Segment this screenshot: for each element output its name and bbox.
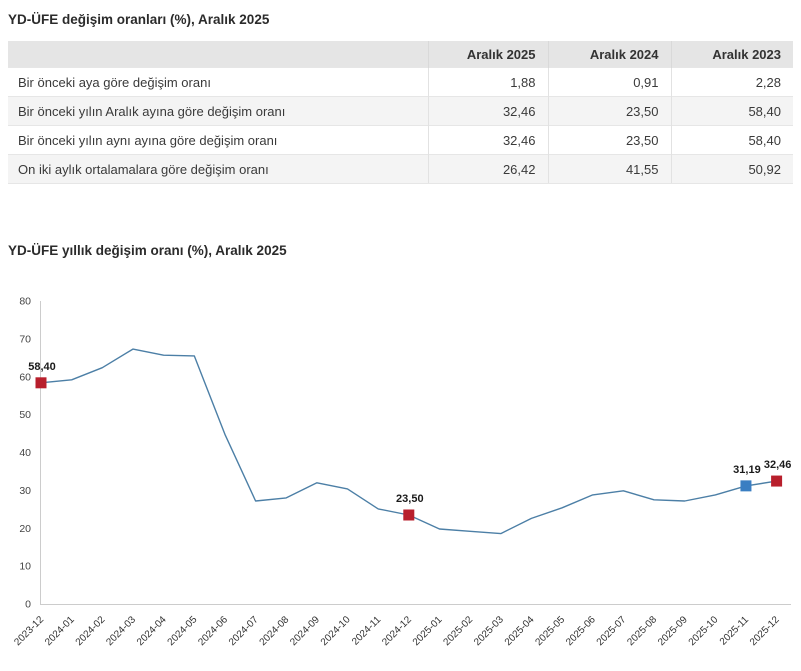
line-chart: 0 10 20 30 40 50 60 70 80 2023-12 2024-01 2024-02 20… [0, 293, 801, 671]
highlight-label: 31,19 [733, 464, 761, 476]
row-label: On iki aylık ortalamalara göre değişim o… [8, 154, 429, 184]
y-axis-label: 30 [19, 485, 31, 497]
x-axis-label: 2024-03 [104, 614, 138, 648]
x-axis-label: 2024-01 [43, 614, 77, 648]
x-axis-label: 2025-11 [718, 614, 752, 648]
summary-table: Aralık 2025 Aralık 2024 Aralık 2023 Bir … [8, 41, 793, 184]
x-axis-label: 2025-05 [533, 614, 567, 648]
y-axis-label: 50 [19, 409, 31, 421]
highlight-marker [771, 475, 783, 487]
x-axis-label: 2024-11 [350, 614, 384, 648]
cell-value: 32,46 [428, 125, 549, 155]
col-header-aralik-2024: Aralık 2024 [548, 41, 672, 68]
highlight-marker [403, 509, 415, 521]
x-axis-label: 2025-12 [748, 614, 782, 648]
cell-value: 41,55 [548, 154, 672, 184]
y-axis-label: 40 [19, 447, 31, 459]
x-axis-label: 2023-12 [12, 614, 46, 648]
x-axis-label: 2024-08 [258, 614, 292, 648]
table-row: Bir önceki yılın Aralık ayına göre değiş… [8, 96, 793, 126]
y-axis-label: 20 [19, 523, 31, 535]
highlight-marker [740, 480, 752, 492]
highlight-label: 32,46 [764, 459, 792, 471]
x-axis-label: 2025-01 [411, 614, 445, 648]
x-axis-label: 2025-08 [625, 614, 659, 648]
x-axis-label: 2024-07 [227, 614, 261, 648]
cell-value: 1,88 [428, 67, 549, 97]
table-corner-cell [8, 41, 429, 68]
x-axis-label: 2024-09 [288, 614, 322, 648]
x-axis-label: 2024-02 [74, 614, 108, 648]
y-axis-label: 70 [19, 333, 31, 345]
cell-value: 26,42 [428, 154, 549, 184]
x-axis-label: 2024-04 [135, 614, 169, 648]
y-axis-label: 10 [19, 561, 31, 573]
row-label: Bir önceki aya göre değişim oranı [8, 67, 429, 97]
cell-value: 23,50 [548, 125, 672, 155]
x-axis-label: 2025-07 [595, 614, 629, 648]
trend-line [40, 348, 777, 535]
highlight-label: 23,50 [396, 493, 424, 505]
row-label: Bir önceki yılın aynı ayına göre değişim… [8, 125, 429, 155]
highlight-label: 58,40 [28, 361, 56, 373]
table-row: Bir önceki aya göre değişim oranı 1,88 0… [8, 67, 793, 97]
y-axis-label: 60 [19, 371, 31, 383]
x-axis-label: 2025-09 [656, 614, 690, 648]
table-title: YD-ÜFE değişim oranları (%), Aralık 2025 [8, 12, 270, 27]
table-row: On iki aylık ortalamalara göre değişim o… [8, 154, 793, 184]
x-axis-label: 2024-10 [319, 614, 353, 648]
x-axis-label: 2025-02 [441, 614, 475, 648]
cell-value: 58,40 [671, 96, 793, 126]
col-header-aralik-2023: Aralık 2023 [671, 41, 793, 68]
y-axis-label: 80 [19, 296, 31, 308]
cell-value: 32,46 [428, 96, 549, 126]
cell-value: 23,50 [548, 96, 672, 126]
x-axis-label: 2024-12 [380, 614, 414, 648]
x-axis-label: 2025-06 [564, 614, 598, 648]
cell-value: 50,92 [671, 154, 793, 184]
table-row: Bir önceki yılın aynı ayına göre değişim… [8, 125, 793, 155]
x-axis-label: 2025-10 [687, 614, 721, 648]
x-axis-label: 2024-06 [196, 614, 230, 648]
cell-value: 58,40 [671, 125, 793, 155]
chart-canvas: 010203040506070802023-122024-012024-0220… [12, 296, 792, 649]
x-axis-label: 2025-04 [503, 614, 537, 648]
x-axis-label: 2025-03 [472, 614, 506, 648]
chart-title: YD-ÜFE yıllık değişim oranı (%), Aralık … [8, 243, 287, 258]
cell-value: 0,91 [548, 67, 672, 97]
table-header-row: Aralık 2025 Aralık 2024 Aralık 2023 [8, 41, 793, 68]
row-label: Bir önceki yılın Aralık ayına göre değiş… [8, 96, 429, 126]
cell-value: 2,28 [671, 67, 793, 97]
highlight-marker [35, 377, 47, 389]
y-axis-label: 0 [25, 599, 31, 611]
x-axis-label: 2024-05 [166, 614, 200, 648]
col-header-aralik-2025: Aralık 2025 [428, 41, 549, 68]
